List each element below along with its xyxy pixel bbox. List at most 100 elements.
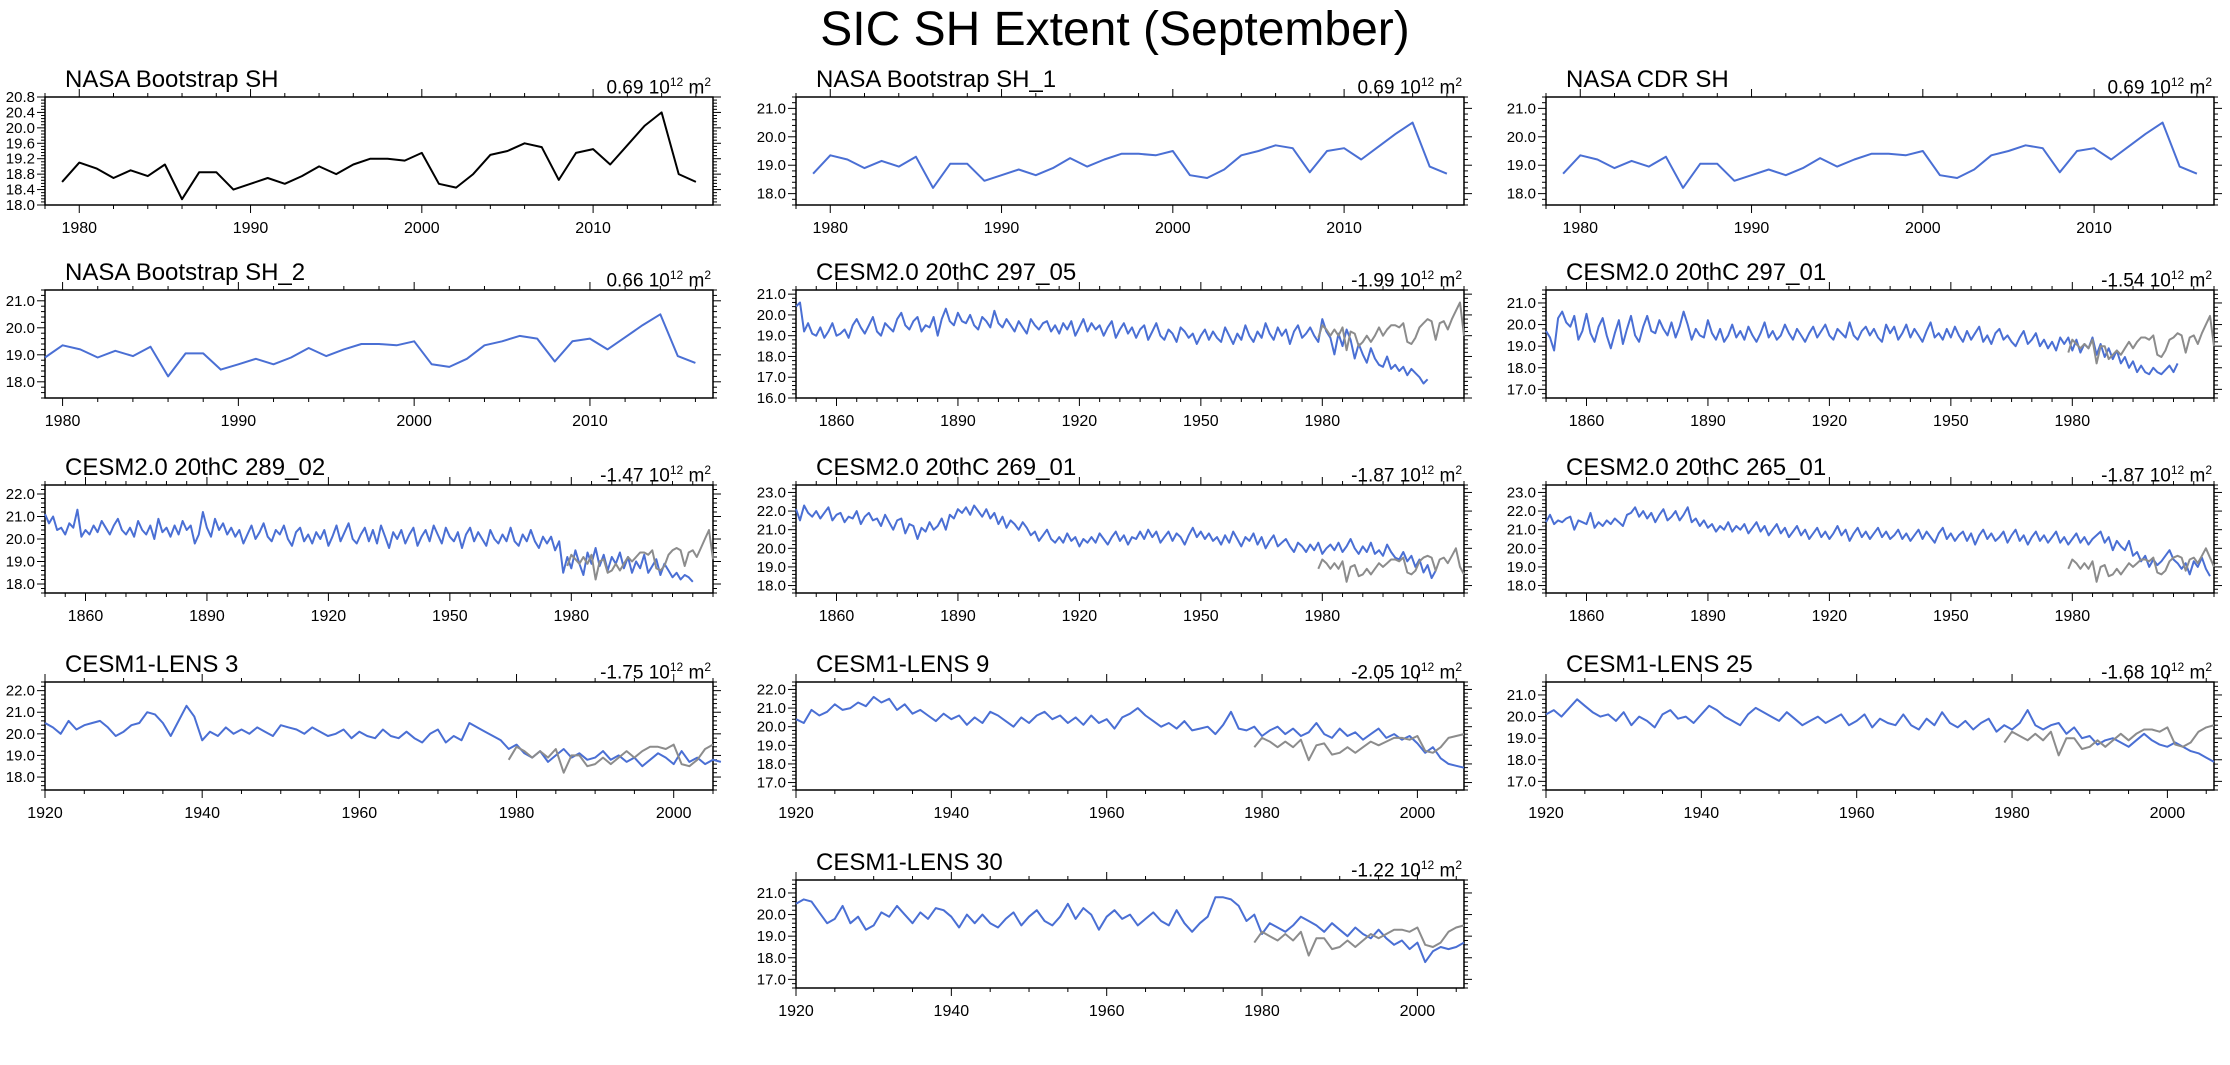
panel-title: CESM2.0 20thC 297_01 bbox=[1566, 259, 1827, 286]
plot-frame bbox=[795, 879, 1465, 989]
x-tick-label: 1990 bbox=[984, 220, 1020, 237]
y-tick-label: 22.0 bbox=[6, 486, 35, 503]
chart-svg: 17.0 18.0 19.0 20.0 21.0 1920 1940 1960 1980 2000 bbox=[757, 872, 1472, 1020]
x-tick-label: 2000 bbox=[396, 413, 432, 430]
y-tick-label: 20.0 bbox=[757, 719, 786, 736]
y-tick-label: 18.0 bbox=[757, 348, 786, 365]
chart-svg: 18.0 19.0 20.021.0 22.0 23.0 1860 1890 1920 1950… bbox=[1507, 477, 2222, 625]
trend-suffix-exponent: 2 bbox=[1455, 463, 1462, 477]
observed-series-line bbox=[507, 743, 714, 774]
x-tick-label: 1920 bbox=[27, 805, 63, 822]
trend-exponent: 12 bbox=[1420, 463, 1435, 477]
y-tick-label: 23.0 bbox=[757, 484, 786, 501]
x-tick-label: 2010 bbox=[572, 413, 608, 430]
trend-unit: 10 bbox=[648, 662, 670, 684]
y-tick-label: 21.0 bbox=[1507, 687, 1536, 704]
panel-title: NASA CDR SH bbox=[1566, 66, 1729, 93]
panel-title: CESM2.0 20thC 289_02 bbox=[65, 454, 326, 481]
y-tick-label: 21.0 bbox=[6, 704, 35, 721]
trend-suffix: m bbox=[2189, 662, 2206, 684]
plot-frame bbox=[795, 96, 1465, 206]
x-tick-label: 1980 bbox=[45, 413, 81, 430]
x-tick-label: 1990 bbox=[233, 220, 269, 237]
observed-series-line bbox=[1317, 301, 1465, 352]
series-line bbox=[1545, 698, 2215, 763]
trend-suffix-exponent: 2 bbox=[1455, 75, 1462, 89]
trend-label: -1.22 1012 m2 bbox=[1351, 852, 1462, 884]
figure-title: SIC SH Extent (September) bbox=[820, 3, 1410, 56]
trend-suffix: m bbox=[688, 77, 705, 99]
y-tick-label: 19.0 bbox=[757, 328, 786, 345]
trend-unit: 10 bbox=[648, 465, 670, 487]
x-tick-label: 1950 bbox=[1933, 413, 1969, 430]
chart-panel: 18.0 19.0 20.0 21.0 22.0 23.0 1860 1890 1920 1950… bbox=[1501, 453, 2230, 633]
y-tick-label: 20.0 bbox=[757, 540, 786, 557]
panel-title: CESM2.0 20thC 269_01 bbox=[816, 454, 1077, 481]
x-tick-label: 1860 bbox=[819, 608, 855, 625]
trend-suffix: m bbox=[2189, 270, 2206, 292]
y-tick-label: 17.0 bbox=[757, 971, 786, 988]
x-tick-label: 1920 bbox=[778, 805, 814, 822]
chart-panel: 17.0 18.0 19.0 20.0 21.0 1860 1890 1920 1950 1980… bbox=[1501, 258, 2230, 438]
series-line bbox=[795, 695, 1465, 769]
chart-panel: 17.0 18.0 19.0 20.0 21.0 1920 1940 1960 1980 2000… bbox=[1501, 650, 2230, 830]
x-tick-label: 1950 bbox=[432, 608, 468, 625]
series-line bbox=[795, 504, 1437, 580]
y-tick-label: 18.0 bbox=[1507, 186, 1536, 203]
y-tick-label: 20.8 bbox=[6, 89, 35, 106]
trend-suffix-exponent: 2 bbox=[1455, 268, 1462, 282]
x-tick-label: 1950 bbox=[1933, 608, 1969, 625]
x-tick-label: 1960 bbox=[1089, 1003, 1125, 1020]
chart-svg: 18.0 19.0 20.021.0 22.0 23.0 1860 1890 1920 1950… bbox=[757, 477, 1472, 625]
y-tick-label: 22.0 bbox=[6, 683, 35, 700]
x-tick-label: 1960 bbox=[1839, 805, 1875, 822]
panel-title: CESM1-LENS 9 bbox=[816, 651, 990, 678]
series-line bbox=[44, 704, 722, 768]
y-tick-label: 17.0 bbox=[757, 369, 786, 386]
trend-unit: 10 bbox=[1399, 465, 1421, 487]
y-tick-label: 18.0 bbox=[6, 769, 35, 786]
y-tick-label: 21.0 bbox=[1507, 100, 1536, 117]
plot-frame bbox=[795, 289, 1465, 399]
x-tick-label: 1940 bbox=[934, 805, 970, 822]
chart-panel: 16.0 17.0 18.0 19.0 20.0 21.0 1860 1890 1920 1950… bbox=[751, 258, 1484, 438]
plot-frame bbox=[1545, 484, 2215, 594]
y-tick-label: 21.0 bbox=[6, 509, 35, 526]
chart-panel: 18.0 19.0 20.0 21.0 22.0 1920 1940 1960 1980 2000… bbox=[0, 650, 733, 830]
series-line bbox=[61, 111, 697, 201]
x-tick-label: 2000 bbox=[1400, 1003, 1436, 1020]
y-tick-label: 20.0 bbox=[757, 129, 786, 146]
chart-panel: 18.0 19.0 20.0 21.0 22.0 1860 1890 1920 1950 1980… bbox=[0, 453, 733, 633]
trend-label: -1.75 1012 m2 bbox=[600, 654, 711, 686]
trend-label: -2.05 1012 m2 bbox=[1351, 654, 1462, 686]
y-tick-label: 20.0 bbox=[757, 907, 786, 924]
y-tick-label: 19.0 bbox=[757, 928, 786, 945]
trend-suffix-exponent: 2 bbox=[1455, 660, 1462, 674]
x-tick-label: 1980 bbox=[1244, 1003, 1280, 1020]
y-tick-label: 17.0 bbox=[1507, 773, 1536, 790]
y-tick-label: 18.0 bbox=[6, 374, 35, 391]
x-tick-label: 1860 bbox=[1569, 608, 1605, 625]
trend-value: -1.75 bbox=[600, 662, 644, 684]
series-line bbox=[795, 301, 1429, 385]
y-tick-label: 20.0 bbox=[1507, 129, 1536, 146]
observed-series-line bbox=[2067, 547, 2215, 583]
trend-exponent: 12 bbox=[1420, 660, 1435, 674]
x-tick-label: 1920 bbox=[1062, 413, 1098, 430]
trend-label: -1.47 1012 m2 bbox=[600, 457, 711, 489]
observed-series-line bbox=[1317, 547, 1465, 583]
series-line bbox=[1545, 506, 2211, 577]
chart-panel: 18.0 19.0 20.0 21.0 1980 1990 2000 2010 NASA Boo… bbox=[0, 258, 733, 438]
observed-series-line bbox=[2067, 314, 2215, 365]
trend-unit: 10 bbox=[2149, 77, 2171, 99]
trend-unit: 10 bbox=[2149, 662, 2171, 684]
trend-label: -1.68 1012 m2 bbox=[2101, 654, 2212, 686]
trend-exponent: 12 bbox=[669, 75, 684, 89]
y-tick-label: 20.0 bbox=[757, 307, 786, 324]
series-line bbox=[44, 508, 694, 583]
trend-suffix-exponent: 2 bbox=[1455, 858, 1462, 872]
x-tick-label: 1890 bbox=[1690, 608, 1726, 625]
plot-frame bbox=[44, 681, 714, 791]
panel-title: CESM1-LENS 25 bbox=[1566, 651, 1753, 678]
x-tick-label: 1980 bbox=[1305, 413, 1341, 430]
